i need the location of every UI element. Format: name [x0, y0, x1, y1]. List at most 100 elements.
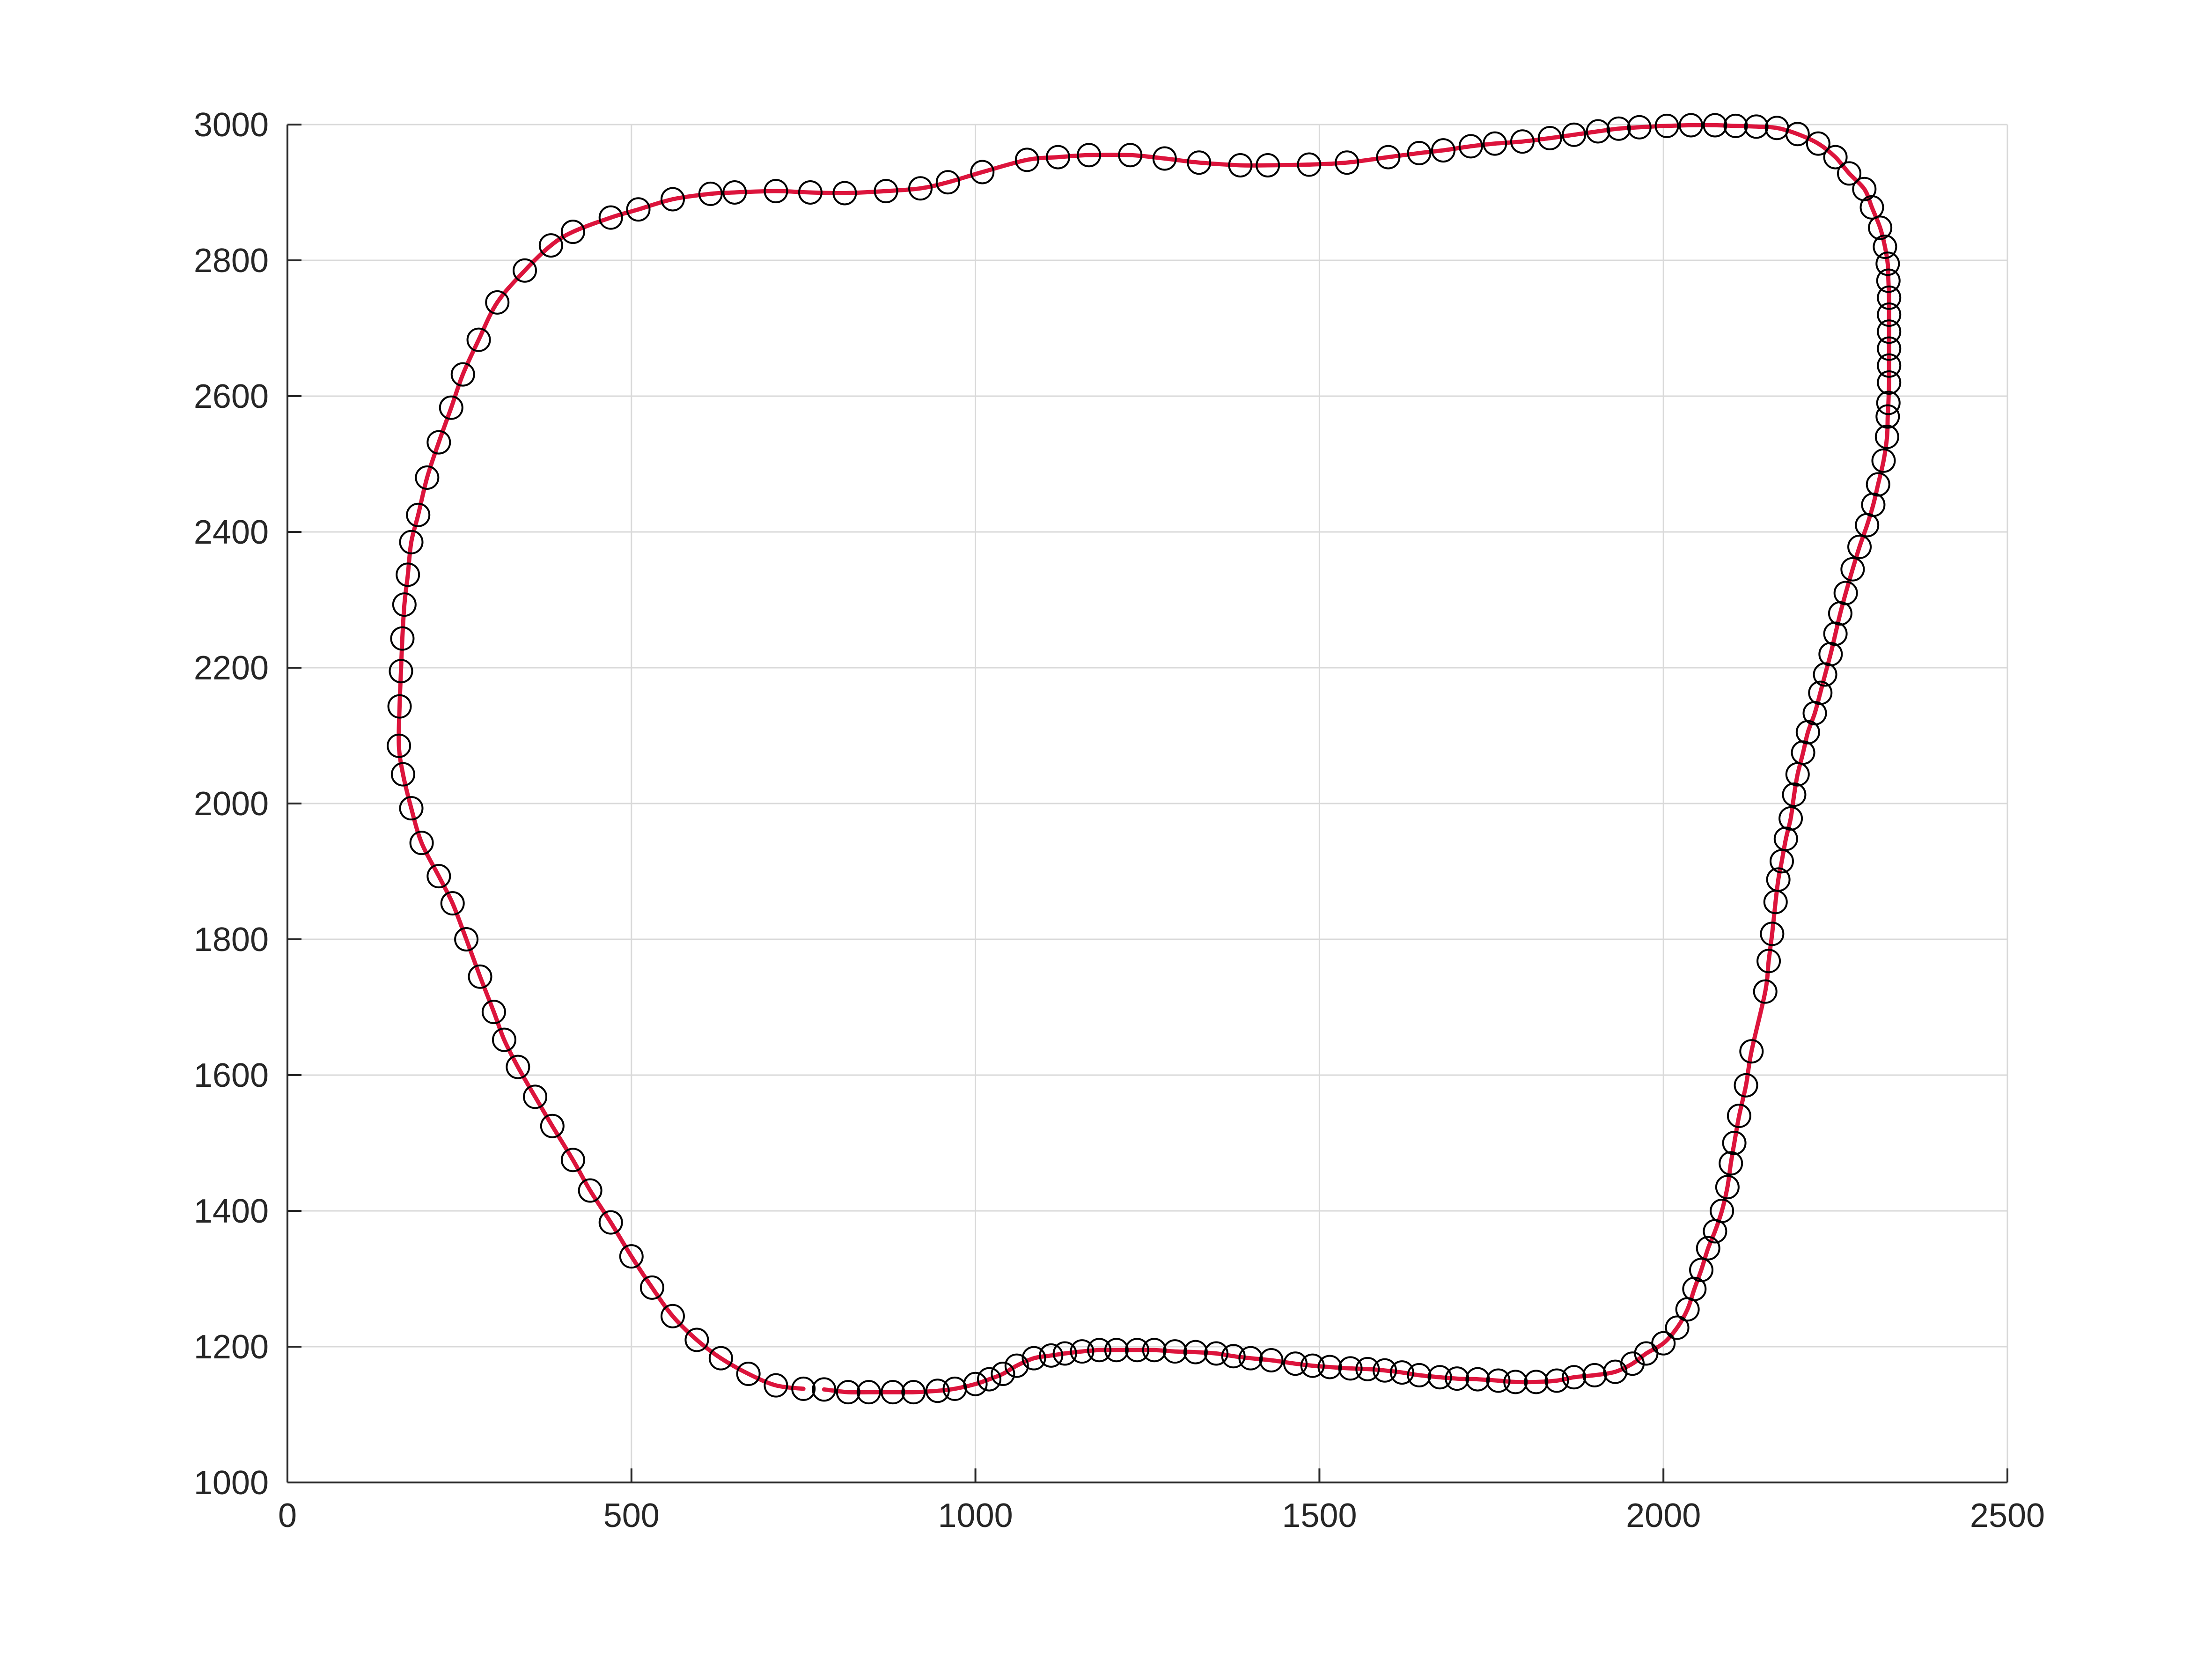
y-tick-label: 2000 — [194, 785, 269, 823]
y-tick-labels: 1000 1200 1400 1600 1800 2000 2200 2400 2600 2800… — [194, 106, 269, 1502]
data-point-marker — [598, 1210, 623, 1235]
data-point-marker — [1300, 1353, 1325, 1378]
data-point-marker — [1753, 979, 1778, 1004]
data-point-marker — [942, 1376, 967, 1401]
data-point-marker — [1052, 1341, 1077, 1366]
data-point-marker — [1162, 1339, 1187, 1364]
data-point-marker — [1407, 1363, 1432, 1387]
data-point-marker — [1877, 302, 1902, 327]
y-tick-label: 2400 — [194, 514, 269, 551]
data-point-marker — [708, 1346, 733, 1371]
y-tick-label: 1600 — [194, 1057, 269, 1094]
data-point-marker — [1760, 922, 1785, 946]
data-point-marker — [1070, 1339, 1095, 1364]
data-point-marker — [1785, 762, 1810, 787]
data-point-marker — [1014, 147, 1039, 172]
data-point-marker — [1606, 116, 1631, 141]
data-point-marker — [538, 233, 563, 258]
data-point-marker — [1739, 1039, 1764, 1064]
data-point-marker — [1087, 1338, 1112, 1363]
data-point-marker — [481, 1000, 506, 1025]
data-point-marker — [1837, 161, 1861, 186]
data-point-marker — [578, 1178, 603, 1203]
data-point-marker — [389, 659, 413, 684]
data-point-marker — [1813, 662, 1837, 687]
data-point-marker — [684, 1327, 709, 1352]
data-point-marker — [1431, 138, 1455, 163]
data-point-marker — [1722, 1131, 1747, 1155]
data-point-marker — [387, 694, 412, 719]
data-point-marker — [1874, 425, 1899, 449]
data-point-marker — [1877, 319, 1902, 344]
data-point-marker — [440, 891, 465, 916]
data-point-marker — [468, 964, 492, 989]
data-point-marker — [390, 626, 415, 651]
data-point-marker — [1445, 1366, 1470, 1391]
data-point-marker — [1537, 126, 1562, 150]
data-point-marker — [1627, 115, 1652, 140]
data-point-marker — [1256, 153, 1280, 177]
data-point-marker — [660, 187, 685, 212]
data-point-marker — [908, 176, 933, 201]
data-point-marker — [1875, 251, 1900, 276]
data-point-marker — [1877, 370, 1902, 395]
data-point-marker — [1562, 122, 1587, 147]
data-point-marker — [764, 179, 788, 204]
x-tick-label: 2500 — [1970, 1497, 2045, 1534]
data-point-marker — [450, 362, 475, 387]
data-point-marker — [764, 1373, 788, 1398]
data-point-marker — [1719, 1151, 1743, 1176]
data-point-marker — [1355, 1357, 1380, 1381]
data-point-marker — [560, 220, 585, 244]
data-point-marker — [523, 1084, 548, 1109]
y-tick-label: 2200 — [194, 649, 269, 687]
data-point-marker — [1875, 404, 1900, 429]
y-tick-label: 1200 — [194, 1328, 269, 1366]
data-point-marker — [492, 1027, 516, 1052]
data-point-marker — [977, 1367, 1001, 1392]
data-point-marker — [812, 1377, 837, 1402]
data-point-marker — [1104, 1338, 1129, 1363]
data-point-marker — [1840, 557, 1865, 582]
data-point-marker — [1756, 949, 1781, 973]
data-point-marker — [1045, 145, 1070, 170]
data-point-marker — [1806, 131, 1830, 156]
data-point-marker — [399, 530, 424, 554]
data-point-marker — [387, 733, 412, 758]
data-point-marker — [1118, 143, 1143, 168]
data-point-marker — [399, 796, 424, 821]
data-point-marker — [454, 927, 479, 951]
x-tick-label: 1500 — [1282, 1497, 1357, 1534]
data-point-marker — [1183, 1340, 1208, 1364]
data-point-marker — [901, 1380, 926, 1405]
data-point-marker — [1868, 215, 1893, 240]
data-point-marker — [1562, 1365, 1587, 1390]
axes — [287, 124, 2008, 1483]
data-point-marker — [426, 430, 451, 455]
data-point-marker — [1823, 621, 1848, 646]
data-point-marker — [1876, 391, 1901, 415]
data-point-marker — [832, 181, 857, 206]
data-point-marker — [881, 1380, 905, 1405]
data-point-marker — [1427, 1365, 1452, 1390]
data-point-marker — [1785, 122, 1810, 147]
data-point-marker — [466, 327, 491, 352]
data-point-marker — [1486, 1368, 1511, 1393]
data-point-marker — [598, 205, 623, 230]
data-point-marker — [1782, 782, 1807, 807]
data-point-marker — [626, 197, 651, 222]
data-point-marker — [1763, 890, 1788, 914]
y-tick-label: 1000 — [194, 1464, 269, 1502]
data-point-marker — [1877, 285, 1902, 310]
data-point-marker — [722, 180, 747, 205]
data-point-marker — [1675, 1297, 1700, 1322]
data-point-marker — [1665, 1315, 1690, 1340]
data-markers — [387, 113, 1902, 1405]
data-point-marker — [1458, 134, 1483, 159]
data-point-marker — [1338, 1356, 1363, 1381]
data-point-marker — [560, 1148, 585, 1172]
data-point-marker — [1077, 143, 1102, 168]
x-tick-label: 500 — [603, 1497, 660, 1534]
data-point-marker — [415, 465, 440, 490]
x-tick-labels: 0 500 1000 1500 2000 2500 — [278, 1497, 2045, 1534]
